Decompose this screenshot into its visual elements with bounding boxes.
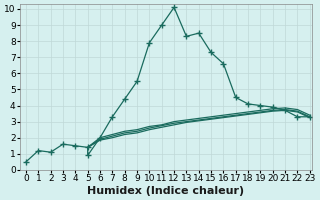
X-axis label: Humidex (Indice chaleur): Humidex (Indice chaleur) <box>87 186 244 196</box>
